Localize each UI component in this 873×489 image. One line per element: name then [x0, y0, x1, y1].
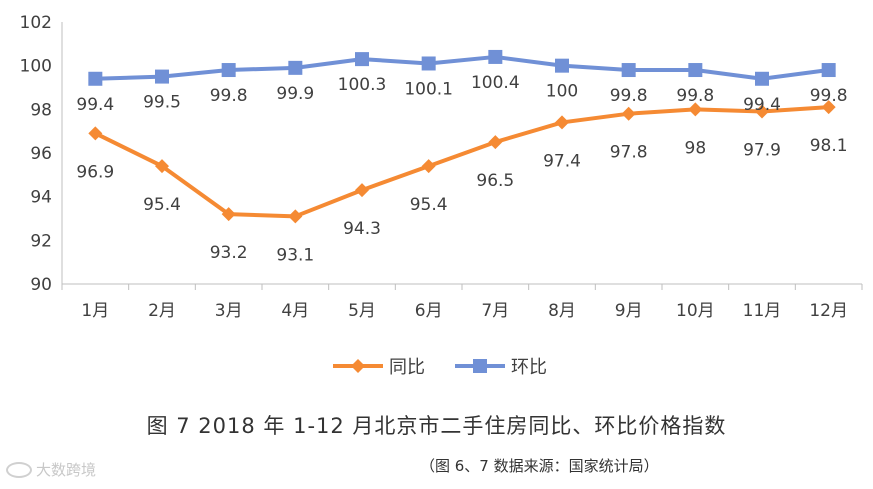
x-tick-label: 8月 — [548, 301, 576, 321]
series-yoy: 96.9 95.4 93.2 93.1 94.3 95.4 96.5 97.4 97.8 98 97… — [76, 100, 848, 265]
data-label: 99.4 — [743, 95, 781, 115]
x-tick-label: 3月 — [215, 301, 243, 321]
data-point — [688, 63, 703, 78]
y-tick-label: 98 — [30, 100, 52, 120]
x-tick-label: 1月 — [81, 301, 109, 321]
watermark-logo-icon — [6, 461, 32, 478]
data-label: 98.1 — [810, 136, 848, 156]
legend-item-yoy: 同比 — [333, 357, 425, 378]
watermark: 大数跨境 — [6, 459, 96, 480]
legend-label: 同比 — [389, 357, 425, 378]
data-point — [221, 207, 236, 222]
data-label: 97.9 — [743, 141, 781, 161]
x-tick-label: 11月 — [743, 301, 782, 321]
data-label: 95.4 — [410, 195, 448, 215]
legend-item-mom: 环比 — [455, 357, 547, 378]
x-tick-label: 10月 — [676, 301, 715, 321]
line-chart: 90 92 94 96 98 100 102 1月 2月 3月 4月 5月 6月 7月 8月 9月 10月 11… — [20, 13, 863, 378]
y-tick-label: 100 — [20, 57, 52, 77]
data-label: 96.9 — [76, 162, 114, 182]
data-label: 99.8 — [810, 86, 848, 106]
data-point — [621, 106, 636, 121]
data-point — [688, 102, 703, 117]
data-point — [88, 126, 103, 141]
x-tick-label: 12月 — [809, 301, 848, 321]
y-tick-label: 96 — [30, 144, 52, 164]
data-label: 99.5 — [143, 93, 181, 113]
x-tick-label: 9月 — [615, 301, 643, 321]
legend-marker — [351, 359, 365, 373]
legend: 同比 环比 — [333, 357, 547, 378]
y-axis: 90 92 94 96 98 100 102 — [20, 13, 63, 295]
data-point — [555, 115, 569, 130]
y-tick-label: 90 — [30, 275, 52, 295]
data-label: 93.2 — [210, 243, 248, 263]
data-point — [621, 63, 636, 78]
data-point — [88, 71, 103, 86]
legend-marker — [473, 359, 487, 373]
data-label: 99.4 — [76, 95, 114, 115]
x-tick-label: 2月 — [148, 301, 176, 321]
series-layer: 96.9 95.4 93.2 93.1 94.3 95.4 96.5 97.4 97.8 98 97… — [76, 49, 848, 265]
x-tick-label: 6月 — [415, 301, 443, 321]
data-point — [221, 63, 236, 78]
legend-label: 环比 — [511, 357, 547, 378]
data-point — [821, 63, 836, 78]
data-label: 100 — [546, 82, 578, 102]
y-tick-label: 102 — [20, 13, 52, 33]
figure-caption: 图 7 2018 年 1-12 月北京市二手住房同比、环比价格指数 — [146, 414, 727, 438]
data-point — [155, 69, 169, 84]
data-label: 100.4 — [471, 73, 520, 93]
data-point — [488, 135, 503, 150]
source-note: （图 6、7 数据来源：国家统计局） — [420, 457, 659, 475]
data-point — [288, 209, 303, 224]
data-label: 99.8 — [610, 86, 648, 106]
y-tick-label: 94 — [30, 188, 52, 208]
x-tick-label: 5月 — [348, 301, 376, 321]
data-point — [155, 159, 169, 174]
data-point — [821, 100, 836, 115]
y-tick-label: 92 — [30, 231, 52, 251]
data-point — [355, 52, 369, 67]
x-axis: 1月 2月 3月 4月 5月 6月 7月 8月 9月 10月 11月 12月 — [61, 283, 863, 321]
data-point — [288, 60, 303, 75]
data-label: 96.5 — [476, 171, 514, 191]
data-label: 94.3 — [343, 219, 381, 239]
data-label: 100.3 — [338, 75, 387, 95]
data-label: 97.8 — [610, 143, 648, 163]
data-label: 93.1 — [276, 245, 314, 265]
data-label: 97.4 — [543, 151, 581, 171]
data-label: 99.8 — [210, 86, 248, 106]
data-label: 100.1 — [404, 79, 453, 99]
watermark-text: 大数跨境 — [36, 461, 97, 479]
data-label: 98 — [685, 138, 707, 158]
data-point — [421, 159, 436, 174]
data-label: 99.9 — [276, 84, 314, 104]
data-point — [755, 104, 769, 119]
data-point — [421, 56, 436, 71]
data-point — [355, 183, 369, 198]
series-line — [93, 105, 831, 219]
x-tick-label: 7月 — [481, 301, 509, 321]
data-label: 99.8 — [676, 86, 714, 106]
data-point — [555, 58, 569, 73]
data-point — [488, 49, 503, 64]
data-label: 95.4 — [143, 195, 181, 215]
x-tick-label: 4月 — [281, 301, 309, 321]
data-point — [755, 71, 769, 86]
series-mom: 99.4 99.5 99.8 99.9 100.3 100.1 100.4 100 99.8 99… — [76, 49, 848, 115]
series-line — [93, 54, 831, 81]
